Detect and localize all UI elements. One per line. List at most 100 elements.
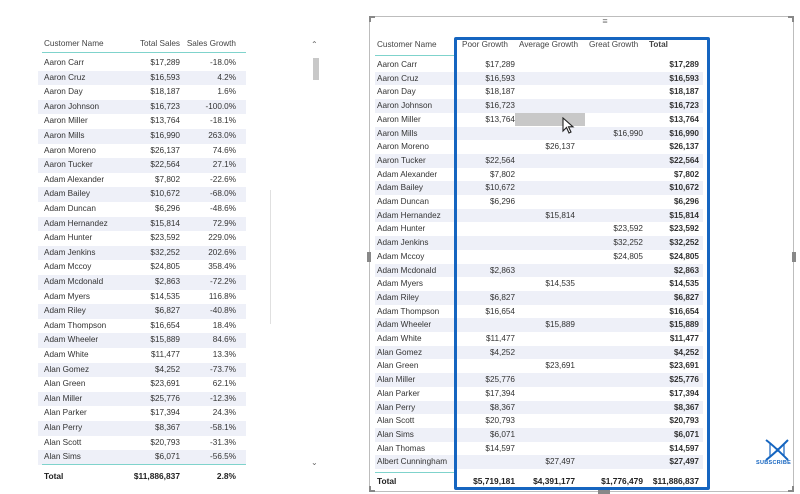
total-sales-cell: $11,477 [151,350,180,359]
column-header-total-sales[interactable]: Total Sales [139,39,180,48]
resize-handle-right[interactable] [792,252,796,262]
table-row[interactable]: Alan Perry $8,367 -58.1% [38,421,246,436]
matrix-row[interactable]: Aaron Mills $16,990 $16,990 [375,126,703,141]
resize-handle-left[interactable] [367,252,371,262]
matrix-row[interactable]: Adam Myers $14,535 $14,535 [375,277,703,291]
matrix-row[interactable]: Aaron Day $18,187 $18,187 [375,85,703,99]
table-row[interactable]: Aaron Cruz $16,593 4.2% [38,70,246,86]
matrix-row[interactable]: Alan Parker $17,394 $17,394 [375,387,703,401]
scrollbar-thumb[interactable] [313,58,319,80]
matrix-row[interactable]: Alan Perry $8,367 $8,367 [375,400,703,415]
matrix-row[interactable]: Alan Sims $6,071 $6,071 [375,427,703,442]
matrix-row[interactable]: Adam Bailey $10,672 $10,672 [375,181,703,195]
table-row[interactable]: Adam Hernandez $15,814 72.9% [38,216,246,232]
right-matrix-visual[interactable]: ≡ Customer Name Poor Growth Average Grow… [367,16,796,494]
total-sales-cell: $6,071 [154,452,180,462]
sales-growth-cell: -12.3% [210,393,236,403]
table-row[interactable]: Aaron Carr $17,289 -18.0% [38,56,246,71]
matrix-row[interactable]: Alan Green $23,691 $23,691 [375,359,703,373]
resize-handle-bottom-left[interactable] [369,486,375,492]
drag-grip-icon[interactable]: ≡ [602,16,608,26]
table-row[interactable]: Adam Bailey $10,672 -68.0% [38,187,246,202]
matrix-row[interactable]: Adam Mccoy $24,805 $24,805 [375,250,703,264]
customer-name-cell: Alan Sims [377,429,414,439]
table-row[interactable]: Adam Hunter $23,592 229.0% [38,231,246,246]
table-row[interactable]: Adam Alexander $7,802 -22.6% [38,173,246,188]
dna-logo-icon[interactable] [760,436,794,466]
table-row[interactable]: Aaron Tucker $22,564 27.1% [38,158,246,173]
column-header-customer-name[interactable]: Customer Name [377,40,437,49]
table-row[interactable]: Adam Jenkins $32,252 202.6% [38,245,246,261]
column-header-poor-growth[interactable]: Poor Growth [462,40,508,49]
chevron-down-icon[interactable]: ⌄ [311,458,318,467]
total-cell: $6,827 [673,292,699,302]
table-row[interactable]: Aaron Johnson $16,723 -100.0% [38,99,246,115]
total-sales-cell: $23,592 [150,233,180,243]
table-row[interactable]: Adam Thompson $16,654 18.4% [38,319,246,334]
left-table-header: Customer Name Total Sales Sales Growth [38,36,246,52]
column-header-total[interactable]: Total [649,40,668,49]
matrix-row[interactable]: Adam Alexander $7,802 $7,802 [375,168,703,182]
total-label: Total [44,471,64,481]
table-row[interactable]: Aaron Mills $16,990 263.0% [38,129,246,144]
poor-growth-cell: $4,252 [489,347,515,357]
matrix-row[interactable]: Aaron Miller $13,764 $13,764 [375,113,703,127]
matrix-row[interactable]: Albert Cunningham $27,497 $27,497 [375,455,703,469]
matrix-row[interactable]: Adam Jenkins $32,252 $32,252 [375,236,703,250]
table-row[interactable]: Aaron Day $18,187 1.6% [38,85,246,100]
matrix-row[interactable]: Alan Thomas $14,597 $14,597 [375,442,703,456]
matrix-row[interactable]: Adam Hunter $23,592 $23,592 [375,222,703,236]
matrix-row[interactable]: Alan Scott $20,793 $20,793 [375,414,703,428]
matrix-row[interactable]: Alan Miller $25,776 $25,776 [375,373,703,387]
table-row[interactable]: Adam Mcdonald $2,863 -72.2% [38,275,246,290]
poor-growth-cell: $14,597 [485,443,515,453]
total-grand-total: $11,886,837 [652,476,699,486]
total-cell: $26,137 [669,142,699,152]
table-row[interactable]: Alan Scott $20,793 -31.3% [38,436,246,451]
matrix-row[interactable]: Adam Duncan $6,296 $6,296 [375,195,703,209]
left-table-visual[interactable]: Customer Name Total Sales Sales Growth A… [38,36,246,490]
customer-name-cell: Alan Thomas [377,443,426,453]
great-growth-cell: $24,805 [613,251,643,261]
table-row[interactable]: Adam Wheeler $15,889 84.6% [38,333,246,348]
resize-handle-top-right[interactable] [788,16,794,22]
matrix-row[interactable]: Aaron Carr $17,289 $17,289 [375,58,703,72]
resize-handle-bottom-right[interactable] [788,486,794,492]
table-row[interactable]: Aaron Miller $13,764 -18.1% [38,114,246,129]
matrix-row[interactable]: Adam Mcdonald $2,863 $2,863 [375,263,703,278]
matrix-row[interactable]: Aaron Tucker $22,564 $22,564 [375,153,703,168]
table-row[interactable]: Alan Green $23,691 62.1% [38,377,246,392]
matrix-row[interactable]: Adam White $11,477 $11,477 [375,332,703,346]
table-row[interactable]: Alan Gomez $4,252 -73.7% [38,362,246,378]
matrix-row[interactable]: Adam Hernandez $15,814 $15,814 [375,208,703,223]
column-header-customer-name[interactable]: Customer Name [44,39,104,48]
customer-name-cell: Aaron Carr [44,58,85,67]
matrix-row[interactable]: Aaron Johnson $16,723 $16,723 [375,99,703,113]
table-row[interactable]: Aaron Moreno $26,137 74.6% [38,144,246,159]
table-row[interactable]: Alan Parker $17,394 24.3% [38,406,246,421]
matrix-row[interactable]: Alan Gomez $4,252 $4,252 [375,345,703,360]
table-row[interactable]: Adam White $11,477 13.3% [38,348,246,363]
resize-handle-top-left[interactable] [369,16,375,22]
matrix-row[interactable]: Adam Thompson $16,654 $16,654 [375,305,703,319]
matrix-row[interactable]: Adam Wheeler $15,889 $15,889 [375,318,703,332]
matrix-row[interactable]: Aaron Moreno $26,137 $26,137 [375,140,703,154]
subscribe-label[interactable]: SUBSCRIBE [756,460,792,466]
matrix-row[interactable]: Adam Riley $6,827 $6,827 [375,290,703,305]
table-row[interactable]: Alan Sims $6,071 -56.5% [38,450,246,465]
total-sales-cell: $23,691 [150,379,180,389]
resize-handle-bottom[interactable] [598,490,610,494]
total-cell: $16,654 [669,306,699,316]
table-row[interactable]: Alan Miller $25,776 -12.3% [38,391,246,407]
column-header-average-growth[interactable]: Average Growth [519,40,579,49]
table-row[interactable]: Adam Mccoy $24,805 358.4% [38,260,246,275]
matrix-row[interactable]: Aaron Cruz $16,593 $16,593 [375,71,703,86]
table-row[interactable]: Adam Duncan $6,296 -48.6% [38,202,246,217]
table-row[interactable]: Adam Riley $6,827 -40.8% [38,304,246,319]
chevron-up-icon[interactable]: ⌃ [311,40,318,49]
total-growth-value: 2.8% [216,471,236,481]
table-row[interactable]: Adam Myers $14,535 116.8% [38,290,246,305]
total-cell: $16,723 [669,101,699,111]
column-header-sales-growth[interactable]: Sales Growth [186,39,236,48]
column-header-great-growth[interactable]: Great Growth [589,40,639,49]
